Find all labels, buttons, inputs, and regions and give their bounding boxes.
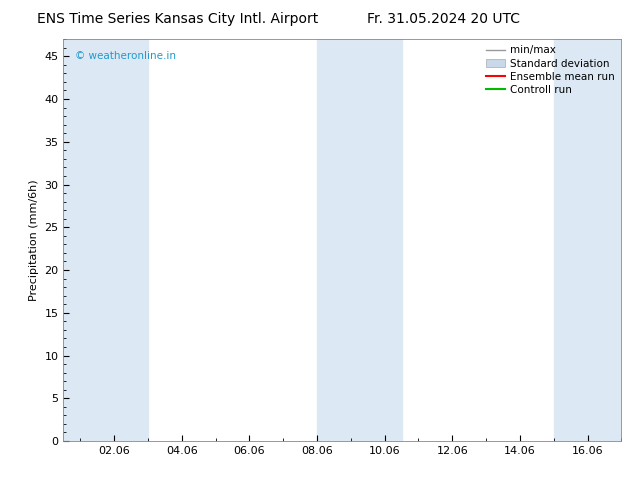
- Y-axis label: Precipitation (mm/6h): Precipitation (mm/6h): [29, 179, 39, 301]
- Bar: [63, 39, 148, 441]
- Text: © weatheronline.in: © weatheronline.in: [75, 51, 176, 61]
- Bar: [317, 39, 401, 441]
- Text: ENS Time Series Kansas City Intl. Airport: ENS Time Series Kansas City Intl. Airpor…: [37, 12, 318, 26]
- Bar: [553, 39, 621, 441]
- Text: Fr. 31.05.2024 20 UTC: Fr. 31.05.2024 20 UTC: [367, 12, 521, 26]
- Legend: min/max, Standard deviation, Ensemble mean run, Controll run: min/max, Standard deviation, Ensemble me…: [482, 41, 619, 99]
